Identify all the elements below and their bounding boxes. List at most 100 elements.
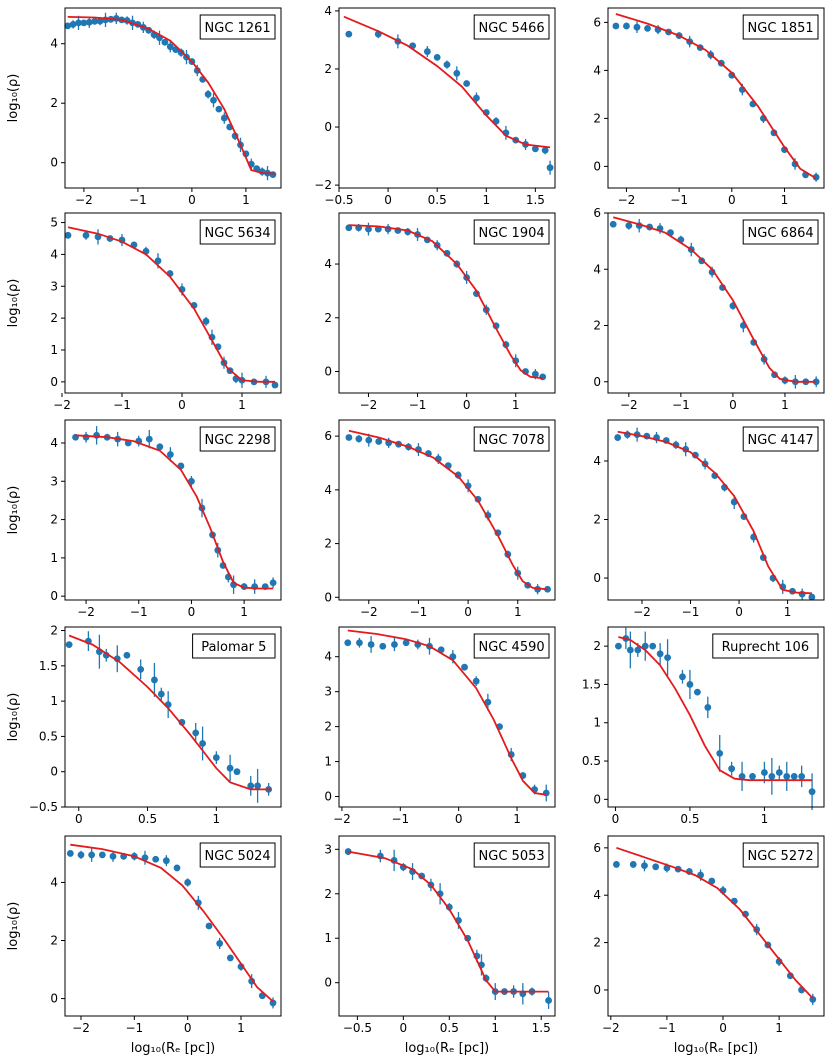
title-box bbox=[473, 219, 550, 245]
x-tick-label: −2 bbox=[360, 398, 378, 412]
axes-frame bbox=[338, 419, 556, 601]
x-tick-label: 0.5 bbox=[680, 812, 699, 826]
data-point bbox=[679, 673, 686, 681]
y-tick-label: 0.5 bbox=[39, 729, 58, 743]
title-box bbox=[742, 426, 819, 452]
panel-1: −2 −1 0 1 0 2 4 NGC 1261 log₁₀(ρ) bbox=[6, 7, 282, 207]
data-point bbox=[151, 676, 158, 684]
y-tick-label: 4 bbox=[50, 436, 58, 450]
y-tick-label: 3 bbox=[324, 685, 332, 699]
x-tick-label: 0 bbox=[464, 605, 472, 619]
x-tick-label: 1 bbox=[784, 605, 792, 619]
x-tick-label: −1 bbox=[410, 605, 428, 619]
title-box bbox=[473, 426, 550, 452]
data-point bbox=[269, 579, 277, 587]
y-tick-label: 0 bbox=[50, 156, 58, 170]
data-point bbox=[693, 688, 701, 696]
data-point bbox=[783, 772, 791, 780]
y-tick-label: 4 bbox=[324, 4, 332, 18]
y-tick-label: 0 bbox=[324, 976, 332, 990]
data-point bbox=[96, 17, 104, 25]
data-point bbox=[808, 593, 816, 601]
data-point bbox=[402, 639, 410, 647]
x-tick-label: −1 bbox=[409, 398, 427, 412]
model-curve bbox=[616, 846, 814, 999]
y-tick-label: 4 bbox=[50, 37, 58, 51]
data-point bbox=[367, 641, 375, 648]
panel-title: NGC 7078 bbox=[479, 433, 545, 448]
data-point bbox=[365, 225, 372, 233]
x-tick-label: 0 bbox=[188, 605, 196, 619]
data-point bbox=[161, 38, 169, 46]
data-point bbox=[443, 61, 451, 69]
x-tick-label: −1 bbox=[670, 193, 688, 207]
data-point bbox=[202, 317, 210, 325]
x-tick-label: 0 bbox=[384, 193, 392, 207]
model-curve bbox=[618, 636, 813, 782]
y-tick-label: 2 bbox=[50, 624, 58, 638]
data-point bbox=[216, 940, 224, 947]
y-tick-label: 1 bbox=[50, 694, 58, 708]
data-point bbox=[166, 451, 174, 458]
data-point bbox=[345, 30, 353, 38]
y-axis-label: log₁₀(ρ) bbox=[6, 486, 21, 535]
data-point bbox=[798, 590, 806, 598]
x-tick-label: 1 bbox=[240, 605, 248, 619]
x-tick-label: 0 bbox=[735, 605, 743, 619]
data-point bbox=[761, 769, 768, 776]
data-point bbox=[69, 20, 77, 28]
y-tick-label: 1 bbox=[593, 716, 601, 730]
data-point bbox=[790, 772, 798, 780]
data-point bbox=[85, 18, 93, 26]
model-curve bbox=[70, 843, 274, 1003]
x-tick-label: −2 bbox=[75, 193, 93, 207]
y-tick-label: 4 bbox=[593, 888, 601, 902]
x-axis-label: log₁₀(Rₑ [pc]) bbox=[131, 1041, 216, 1056]
x-tick-label: 1.5 bbox=[526, 193, 545, 207]
x-tick-label: 1 bbox=[781, 193, 789, 207]
data-point bbox=[473, 94, 480, 102]
y-tick-label: 1 bbox=[50, 551, 58, 565]
data-point bbox=[269, 999, 277, 1007]
data-point bbox=[166, 43, 174, 51]
panel-2: −0.5 0 0.5 1 1.5 −2 0 2 4 NGC 5466 bbox=[314, 4, 556, 207]
data-point bbox=[545, 997, 552, 1004]
data-point bbox=[162, 857, 170, 865]
data-point bbox=[809, 996, 817, 1003]
x-tick-label: −1 bbox=[682, 605, 700, 619]
panel-title: NGC 5053 bbox=[479, 849, 545, 864]
data-point bbox=[463, 80, 471, 87]
axes-frame bbox=[64, 7, 282, 189]
panel-13: −2 −1 0 1 0 2 4 NGC 5024 log₁₀(ρ) log₁₀(Rₑ [pc]) bbox=[6, 835, 282, 1056]
panel-7: −2 −1 0 1 0 1 2 3 4 NGC 2298 log₁₀(ρ) bbox=[6, 419, 282, 619]
data-point bbox=[157, 690, 165, 698]
y-tick-label: 4 bbox=[324, 257, 332, 271]
y-tick-label: 0 bbox=[50, 375, 58, 389]
data-point bbox=[775, 958, 783, 965]
y-tick-label: 0 bbox=[324, 365, 332, 379]
x-tick-label: 0 bbox=[75, 812, 83, 826]
axes-frame bbox=[338, 626, 556, 808]
data-point bbox=[454, 471, 462, 479]
data-point bbox=[192, 729, 200, 737]
x-tick-label: 1 bbox=[238, 398, 246, 412]
data-point bbox=[613, 861, 620, 868]
y-tick-label: 4 bbox=[324, 650, 332, 664]
y-tick-label: 0 bbox=[593, 792, 601, 806]
data-point bbox=[344, 639, 352, 647]
panel-title: NGC 6864 bbox=[748, 226, 814, 241]
x-tick-label: −1 bbox=[672, 398, 690, 412]
y-tick-label: 0 bbox=[324, 590, 332, 604]
x-tick-label: 0.5 bbox=[440, 1021, 459, 1035]
y-tick-label: 4 bbox=[593, 63, 601, 77]
y-tick-label: 6 bbox=[593, 15, 601, 29]
title-box bbox=[712, 633, 819, 659]
data-point bbox=[738, 772, 746, 780]
axes-frame bbox=[607, 835, 825, 1017]
data-point bbox=[233, 768, 241, 776]
x-tick-label: 1 bbox=[491, 1021, 499, 1035]
model-curve bbox=[348, 850, 549, 993]
y-tick-label: 2 bbox=[50, 311, 58, 325]
y-tick-label: 0 bbox=[50, 589, 58, 603]
